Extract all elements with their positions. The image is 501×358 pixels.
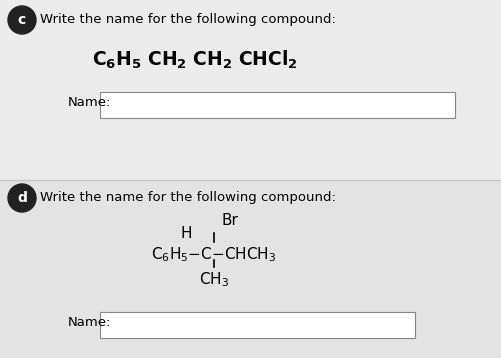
Bar bbox=[100, 312, 415, 338]
Bar bbox=[100, 92, 455, 118]
Text: $\bf{C_6H_5\ CH_2\ CH_2\ CHCl_2}$: $\bf{C_6H_5\ CH_2\ CH_2\ CHCl_2}$ bbox=[92, 49, 298, 71]
Text: d: d bbox=[17, 191, 27, 205]
Text: $\mathregular{C_6H_5{-}C{-}CHCH_3}$: $\mathregular{C_6H_5{-}C{-}CHCH_3}$ bbox=[151, 246, 277, 264]
Text: Write the name for the following compound:: Write the name for the following compoun… bbox=[40, 192, 336, 204]
Text: $\mathregular{CH_3}$: $\mathregular{CH_3}$ bbox=[199, 271, 229, 289]
Text: Name:: Name: bbox=[68, 96, 111, 108]
Text: c: c bbox=[18, 13, 26, 27]
Bar bbox=[0, 0, 501, 180]
Text: Br: Br bbox=[221, 213, 238, 228]
Circle shape bbox=[8, 184, 36, 212]
Bar bbox=[0, 180, 501, 358]
Text: Write the name for the following compound:: Write the name for the following compoun… bbox=[40, 14, 336, 26]
Text: Name:: Name: bbox=[68, 315, 111, 329]
Circle shape bbox=[8, 6, 36, 34]
Text: H: H bbox=[180, 226, 192, 241]
